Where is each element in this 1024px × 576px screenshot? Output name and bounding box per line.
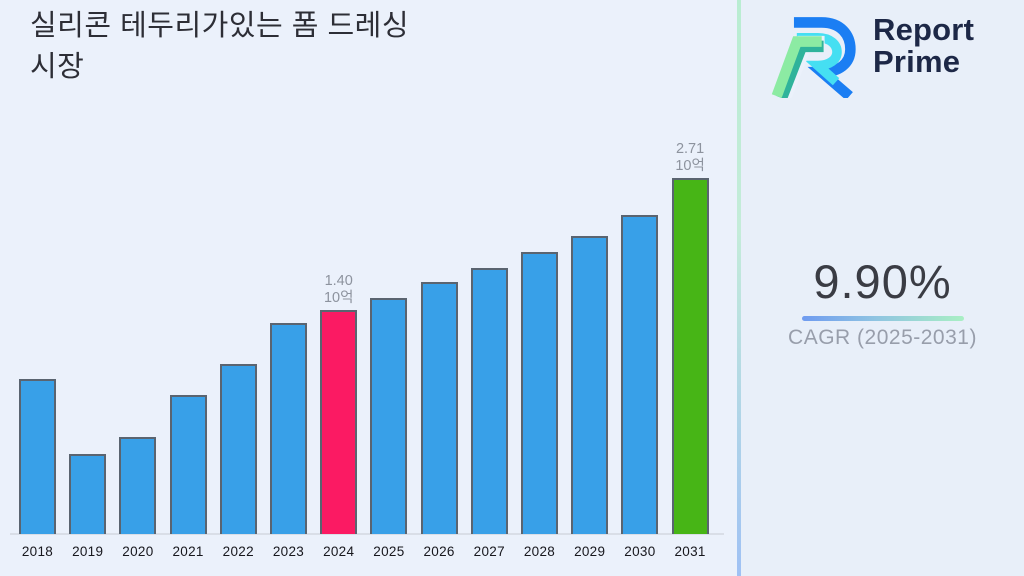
cagr-label: CAGR (2025-2031): [788, 325, 977, 349]
bar-2028: [521, 252, 558, 534]
report-prime-logo-icon: [771, 17, 856, 98]
bar-2019: [69, 454, 107, 534]
bar-label-2024: 1.40 10억: [323, 273, 354, 306]
x-tick-2029: 2029: [574, 544, 606, 559]
brand-line-1: Report: [873, 12, 975, 47]
bar-2020: [119, 437, 157, 534]
x-axis-line: [10, 533, 724, 535]
report-prime-logo: Report Prime: [767, 8, 1017, 100]
x-tick-2021: 2021: [172, 544, 204, 559]
title-line-2: 시장: [30, 51, 85, 83]
x-tick-2018: 2018: [21, 544, 54, 559]
cagr-block: 9.90% CAGR (2025-2031): [741, 254, 1024, 350]
page-title: 실리콘 테두리가있는 폼 드레싱 시장: [30, 6, 409, 88]
bar-2027: [470, 268, 508, 534]
x-tick-2030: 2030: [624, 544, 656, 559]
brand-name: Report Prime: [873, 14, 974, 78]
x-tick-2022: 2022: [222, 544, 254, 559]
x-tick-2027: 2027: [473, 544, 505, 559]
brand-line-2: Prime: [873, 44, 961, 79]
cagr-accent-bar: [801, 316, 964, 321]
bar-label-2031: 2.71 10억: [675, 141, 705, 174]
side-panel: Report Prime 9.90% CAGR (2025-2031): [741, 0, 1024, 576]
bar-2023: [270, 323, 307, 534]
bar-2022: [219, 364, 257, 534]
title-line-1: 실리콘 테두리가있는 폼 드레싱: [30, 10, 410, 42]
bar-2018: [19, 379, 56, 534]
x-tick-2024: 2024: [323, 544, 355, 559]
x-tick-2026: 2026: [423, 544, 455, 559]
bar-2031: [671, 178, 709, 534]
x-tick-2025: 2025: [373, 544, 405, 559]
bar-2026: [420, 282, 458, 534]
bar-2030: [621, 215, 659, 534]
bar-2025: [370, 298, 408, 534]
bar-chart: 2018 2019 2020 2021 2022 2023 2024 1.40 10억 2025 2…: [10, 141, 724, 559]
x-tick-2031: 2031: [674, 544, 706, 559]
x-tick-2023: 2023: [272, 544, 305, 559]
panel-divider: [737, 0, 741, 576]
bar-2024: [320, 310, 358, 534]
bar-2029: [571, 236, 609, 534]
x-tick-2019: 2019: [72, 544, 104, 559]
x-tick-2020: 2020: [122, 544, 154, 559]
x-tick-2028: 2028: [523, 544, 556, 559]
cagr-value: 9.90%: [813, 255, 952, 308]
bar-2021: [169, 395, 207, 534]
